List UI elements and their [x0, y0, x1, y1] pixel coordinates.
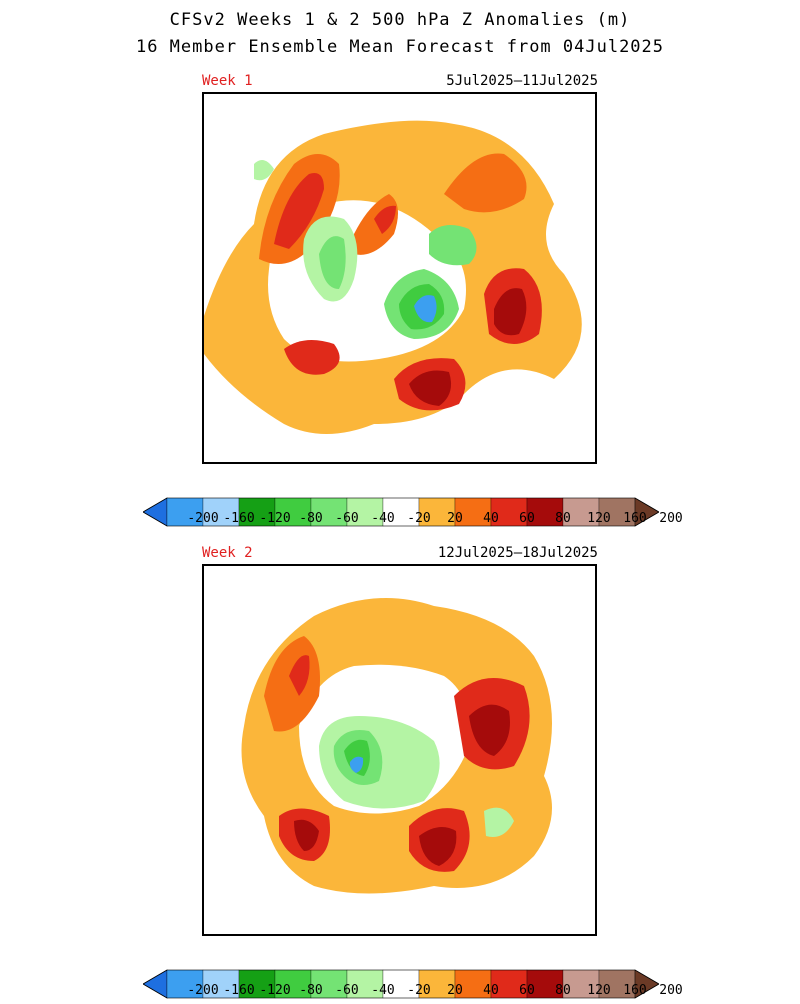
- week1-colorbar: [143, 497, 659, 527]
- week2-colorbar-labels: -200 -160 -120 -80 -60 -40 -20 20 40 60 80 120 160 20…: [143, 983, 682, 998]
- colorbar-tick-label: -200: [187, 983, 219, 998]
- week1-negative-20-ne: [429, 225, 477, 266]
- colorbar-tick-label: -60: [335, 511, 359, 526]
- week2-positive-80-south: [419, 827, 457, 866]
- week1-negative-20-far-ne: [254, 160, 274, 181]
- week1-positive-80-south: [409, 370, 452, 406]
- colorbar-tick-label: 160: [623, 511, 647, 526]
- week1-positive-40-west: [284, 340, 340, 375]
- colorbar-tick-label: 120: [587, 511, 611, 526]
- week1-negative-120-center: [414, 295, 437, 323]
- colorbar-swatch: [598, 969, 636, 999]
- week1-colorbar-labels: -200 -160 -120 -80 -60 -40 -20 20 40 60 80 120 160 20…: [143, 511, 682, 526]
- week2-map: [202, 564, 597, 936]
- colorbar-tick-label: 40: [483, 983, 499, 998]
- colorbar-tick-label: -60: [335, 983, 359, 998]
- week2-label: Week 2: [202, 545, 253, 561]
- week2-negative-120: [349, 756, 364, 773]
- colorbar-swatch: [490, 497, 528, 527]
- week2-positive-80-west: [294, 819, 319, 851]
- colorbar-tick-label: 20: [447, 511, 463, 526]
- colorbar-tick-label: -20: [407, 983, 431, 998]
- colorbar-tick-label: 200: [659, 511, 683, 526]
- colorbar-swatch: [418, 497, 456, 527]
- colorbar-swatch: [238, 497, 276, 527]
- colorbar-tick-label: 160: [623, 983, 647, 998]
- colorbar-swatch: [418, 969, 456, 999]
- week1-map: [202, 92, 597, 464]
- colorbar-tick-label: 60: [519, 511, 535, 526]
- colorbar-swatch: [202, 969, 240, 999]
- colorbar-swatch: [562, 969, 600, 999]
- colorbar-right-arrow: [634, 969, 659, 999]
- colorbar-right-arrow: [634, 497, 659, 527]
- colorbar-tick-label: -80: [299, 983, 323, 998]
- colorbar-swatch: [526, 969, 564, 999]
- week1-date-range: 5Jul2025–11Jul2025: [446, 73, 598, 89]
- colorbar-swatch: [274, 497, 312, 527]
- colorbar-tick-label: 80: [555, 983, 571, 998]
- colorbar-swatch: [346, 969, 384, 999]
- week1-negative-40: [319, 236, 346, 289]
- week2-positive-80-ne: [469, 704, 510, 756]
- colorbar-tick-label: 200: [659, 983, 683, 998]
- colorbar-swatch: [526, 497, 564, 527]
- colorbar-tick-label: -120: [259, 983, 291, 998]
- colorbar-tick-label: -40: [371, 511, 395, 526]
- colorbar-tick-label: -160: [223, 511, 255, 526]
- chart-subtitle: 16 Member Ensemble Mean Forecast from 04…: [135, 37, 665, 57]
- colorbar-swatch: [382, 497, 420, 527]
- colorbar-swatch: [202, 497, 240, 527]
- week1-positive-60-nw: [274, 173, 324, 249]
- chart-title: CFSv2 Weeks 1 & 2 500 hPa Z Anomalies (m…: [169, 10, 631, 30]
- colorbar-swatch: [598, 497, 636, 527]
- colorbar-swatch: [454, 969, 492, 999]
- colorbar-tick-label: -40: [371, 983, 395, 998]
- colorbar-swatch: [382, 969, 420, 999]
- colorbar-tick-label: -80: [299, 511, 323, 526]
- week2-negative-20-east: [484, 807, 514, 837]
- colorbar-swatch: [310, 969, 348, 999]
- colorbar-swatch: [166, 497, 204, 527]
- week1-positive-60-north: [374, 205, 396, 234]
- colorbar-swatch: [562, 497, 600, 527]
- week2-colorbar: [143, 969, 659, 999]
- colorbar-tick-label: 80: [555, 511, 571, 526]
- colorbar-swatch: [238, 969, 276, 999]
- week2-positive-60-nw: [289, 655, 310, 696]
- colorbar-swatch: [490, 969, 528, 999]
- colorbar-tick-label: 40: [483, 511, 499, 526]
- colorbar-tick-label: 20: [447, 983, 463, 998]
- week1-label: Week 1: [202, 73, 253, 89]
- colorbar-tick-label: -160: [223, 983, 255, 998]
- colorbar-swatch: [454, 497, 492, 527]
- week2-date-range: 12Jul2025–18Jul2025: [437, 545, 598, 561]
- colorbar-tick-label: -120: [259, 511, 291, 526]
- week1-positive-80-east: [494, 288, 527, 336]
- colorbar-swatch: [166, 969, 204, 999]
- colorbar-tick-label: 120: [587, 983, 611, 998]
- colorbar-tick-label: 60: [519, 983, 535, 998]
- colorbar-tick-label: -200: [187, 511, 219, 526]
- colorbar-swatch: [346, 497, 384, 527]
- colorbar-tick-label: -20: [407, 511, 431, 526]
- week1-positive-40-ne: [444, 153, 527, 213]
